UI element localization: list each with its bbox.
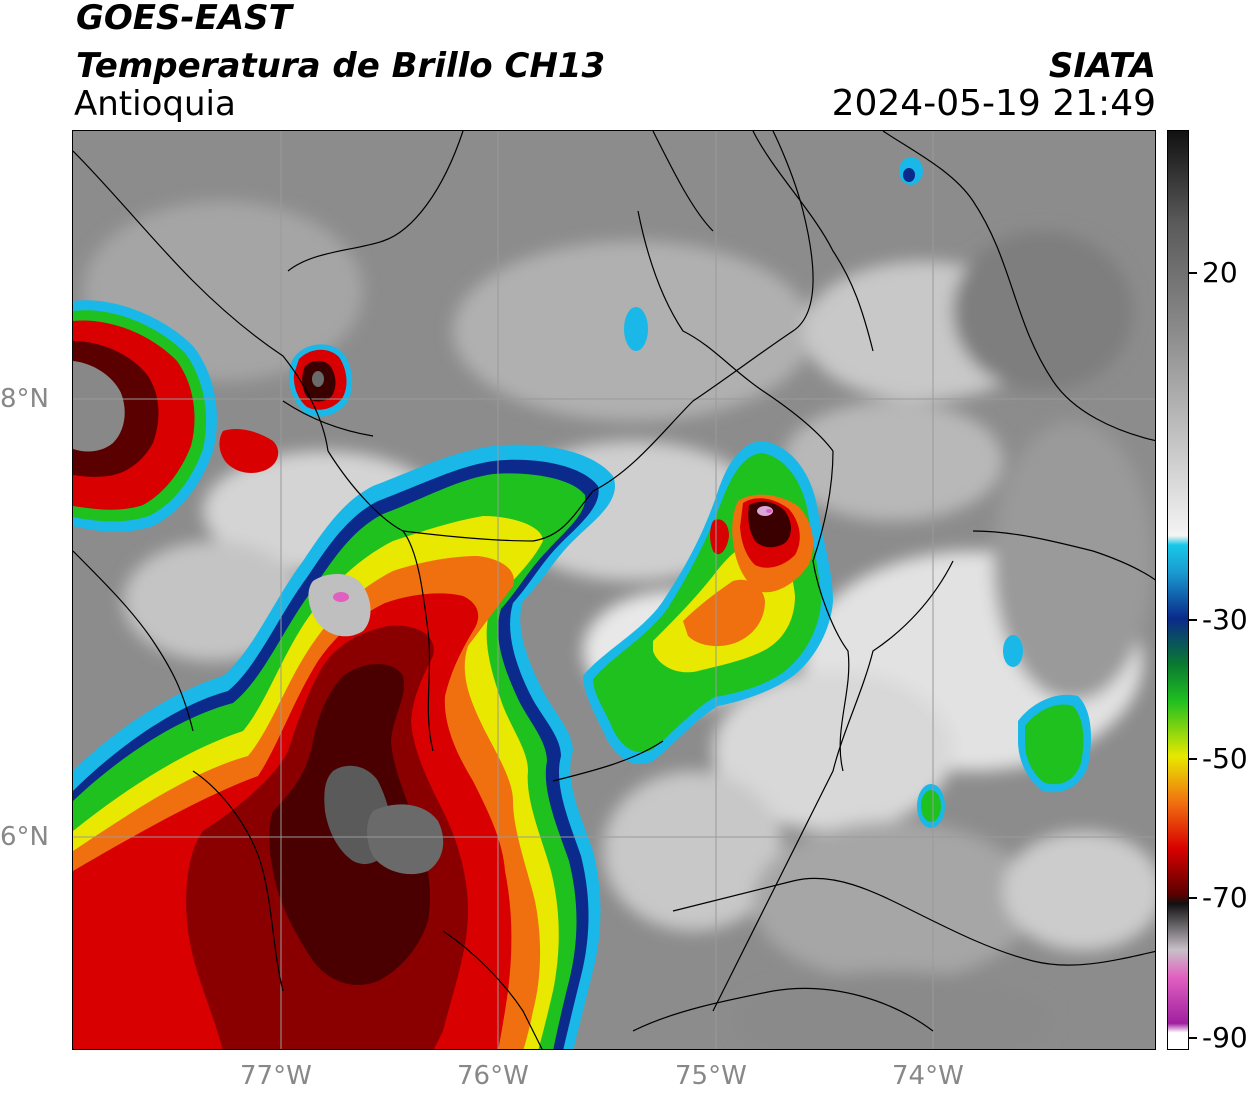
- map-canvas: [73, 131, 1155, 1049]
- colorbar-label-m50: -50: [1202, 742, 1248, 775]
- lat-label-8N: 8°N: [0, 384, 49, 414]
- satellite-map[interactable]: [72, 130, 1156, 1050]
- lat-label-6N: 6°N: [0, 822, 49, 852]
- datetime-label: 2024-05-19 21:49: [831, 83, 1156, 124]
- graticule: [73, 131, 1155, 1049]
- agency-label: SIATA: [1048, 46, 1156, 86]
- lon-label-77W: 77°W: [240, 1061, 312, 1091]
- colorbar-tick-m70: [1189, 897, 1197, 899]
- colorbar-label-m30: -30: [1202, 603, 1248, 636]
- lon-label-75W: 75°W: [675, 1061, 747, 1091]
- product-title: Temperatura de Brillo CH13: [76, 46, 606, 86]
- region-label: Antioquia: [74, 84, 236, 124]
- colorbar-tick-m90: [1189, 1037, 1197, 1039]
- admin-borders: [73, 131, 1155, 1049]
- colorbar-tick-20: [1189, 272, 1197, 274]
- lon-label-74W: 74°W: [892, 1061, 964, 1091]
- colorbar: [1167, 130, 1189, 1050]
- storm-east-central: [583, 441, 833, 765]
- lon-label-76W: 76°W: [457, 1061, 529, 1091]
- colorbar-label-m90: -90: [1202, 1021, 1248, 1054]
- isolated-cells: [624, 157, 1091, 828]
- colorbar-tick-m30: [1189, 619, 1197, 621]
- colorbar-gradient: [1168, 131, 1188, 1049]
- colorbar-label-20: 20: [1202, 256, 1238, 289]
- satellite-title: GOES-EAST: [76, 0, 292, 38]
- storm-northwest: [73, 300, 279, 532]
- colorbar-label-m70: -70: [1202, 881, 1248, 914]
- colorbar-tick-m50: [1189, 758, 1197, 760]
